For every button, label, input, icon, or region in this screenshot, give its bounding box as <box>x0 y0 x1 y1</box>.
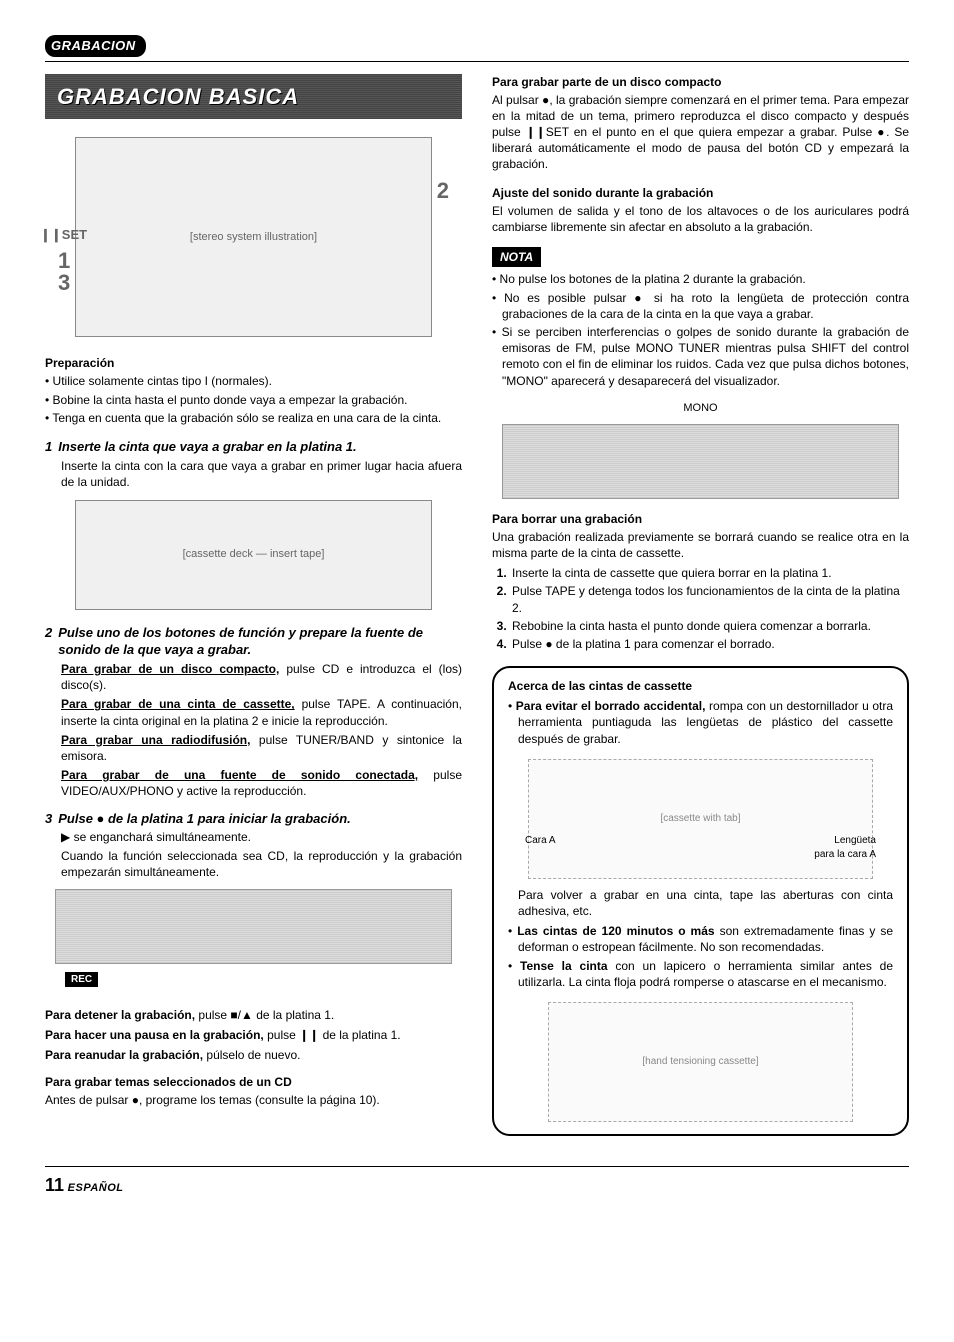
lcd-mono-diagram <box>502 424 899 499</box>
tension-tape-diagram: [hand tensioning cassette] <box>548 1002 853 1122</box>
prep-heading: Preparación <box>45 355 462 371</box>
step-title: Inserte la cinta que vaya a grabar en la… <box>58 438 356 456</box>
cd-sel-body: Antes de pulsar ●, programe los temas (c… <box>45 1092 462 1108</box>
borrar-section: Para borrar una grabación Una grabación … <box>492 511 909 653</box>
step-2-line: Para grabar de una fuente de sonido cone… <box>61 767 462 799</box>
step-2-line: Para grabar de un disco compacto, pulse … <box>61 661 462 693</box>
prep-item: Utilice solamente cintas tipo I (normale… <box>45 373 462 389</box>
diagram-placeholder: [stereo system illustration] <box>190 230 317 245</box>
prep-item: Tenga en cuenta que la grabación sólo se… <box>45 410 462 426</box>
preparation-section: Preparación Utilice solamente cintas tip… <box>45 355 462 426</box>
borrar-steps: Inserte la cinta de cassette que quiera … <box>492 565 909 652</box>
step-2-body: Para grabar de un disco compacto, pulse … <box>45 661 462 800</box>
borrar-step: Pulse TAPE y detenga todos los funcionam… <box>510 583 909 615</box>
step-2-line: Para grabar una radiodifusión, pulse TUN… <box>61 732 462 764</box>
box-item: Tense la cinta con un lapicero o herrami… <box>508 958 893 990</box>
nota-tag: NOTA <box>492 247 541 267</box>
callout-2: 2 <box>437 176 449 206</box>
borrar-step: Rebobine la cinta hasta el punto donde q… <box>510 618 909 634</box>
nota-item: No pulse los botones de la platina 2 dur… <box>492 271 909 287</box>
borrar-intro: Una grabación realizada previamente se b… <box>492 529 909 561</box>
nota-item: Si se perciben interferencias o golpes d… <box>492 324 909 389</box>
part-cd-body: Al pulsar ●, la grabación siempre comenz… <box>492 92 909 173</box>
box-item: Las cintas de 120 minutos o más son extr… <box>508 923 893 955</box>
box-list-bottom: Las cintas de 120 minutos o más son extr… <box>508 923 893 990</box>
ajuste-body: El volumen de salida y el tono de los al… <box>492 203 909 235</box>
nota-item: No es posible pulsar ● si ha roto la len… <box>492 290 909 322</box>
title-text: GRABACION BASICA <box>57 84 299 109</box>
page-number: 11 <box>45 1175 64 1195</box>
cassette-label-left: Cara A <box>525 834 556 848</box>
prep-item: Bobine la cinta hasta el punto donde vay… <box>45 392 462 408</box>
cd-selection-section: Para grabar temas seleccionados de un CD… <box>45 1074 462 1108</box>
control-note-line: Para hacer una pausa en la grabación, pu… <box>45 1027 462 1043</box>
title-banner: GRABACION BASICA <box>45 74 462 120</box>
lcd-display-diagram <box>55 889 452 964</box>
language-label: ESPAÑOL <box>68 1182 124 1194</box>
step-title: Pulse ● de la platina 1 para iniciar la … <box>58 810 351 828</box>
left-column: GRABACION BASICA [stereo system illustra… <box>45 74 462 1136</box>
borrar-step: Pulse ● de la platina 1 para comenzar el… <box>510 636 909 652</box>
cassette-tab-diagram: Cara A Lengüeta para la cara A [cassette… <box>528 759 873 879</box>
diagram-placeholder: [hand tensioning cassette] <box>642 1055 758 1069</box>
page-footer: 11 ESPAÑOL <box>45 1166 909 1197</box>
borrar-step: Inserte la cinta de cassette que quiera … <box>510 565 909 581</box>
box-list-top: Para evitar el borrado accidental, rompa… <box>508 698 893 747</box>
step-body-text: Cuando la función seleccionada sea CD, l… <box>61 848 462 880</box>
box-heading: Acerca de las cintas de cassette <box>508 678 893 694</box>
diagram-placeholder: [cassette with tab] <box>660 812 740 826</box>
step-number: 1 <box>45 438 52 456</box>
callout-set: ❙❙SET <box>40 226 87 244</box>
callout-3: 3 <box>58 268 70 298</box>
control-note-line: Para detener la grabación, pulse ■/▲ de … <box>45 1007 462 1023</box>
cassette-label-right2: para la cara A <box>814 848 876 862</box>
ajuste-section: Ajuste del sonido durante la grabación E… <box>492 185 909 236</box>
borrar-heading: Para borrar una grabación <box>492 511 909 527</box>
step-number: 3 <box>45 810 52 828</box>
deck-insert-diagram: [cassette deck — insert tape] <box>75 500 432 610</box>
box-item: Para evitar el borrado accidental, rompa… <box>508 698 893 747</box>
cassette-info-box: Acerca de las cintas de cassette Para ev… <box>492 666 909 1136</box>
step-number: 2 <box>45 624 52 659</box>
step-2-line: Para grabar de una cinta de cassette, pu… <box>61 696 462 728</box>
part-cd-section: Para grabar parte de un disco compacto A… <box>492 74 909 173</box>
step-3: 3 Pulse ● de la platina 1 para iniciar l… <box>45 810 462 998</box>
control-note-line: Para reanudar la grabación, púlselo de n… <box>45 1047 462 1063</box>
rec-indicator: REC <box>65 972 98 988</box>
cassette-label-right: Lengüeta <box>834 834 876 848</box>
stereo-diagram: [stereo system illustration] ❙❙SET 1 2 3 <box>75 137 432 337</box>
step-2: 2 Pulse uno de los botones de función y … <box>45 624 462 800</box>
cd-sel-heading: Para grabar temas seleccionados de un CD <box>45 1074 462 1090</box>
ajuste-heading: Ajuste del sonido durante la grabación <box>492 185 909 201</box>
section-tag: GRABACION <box>45 35 146 57</box>
step-1: 1 Inserte la cinta que vaya a grabar en … <box>45 438 462 610</box>
right-column: Para grabar parte de un disco compacto A… <box>492 74 909 1136</box>
part-cd-heading: Para grabar parte de un disco compacto <box>492 74 909 90</box>
playback-control-notes: Para detener la grabación, pulse ■/▲ de … <box>45 1007 462 1064</box>
step-title: Pulse uno de los botones de función y pr… <box>58 624 462 659</box>
mono-label: MONO <box>492 401 909 416</box>
prep-list: Utilice solamente cintas tipo I (normale… <box>45 373 462 426</box>
step-body-text: Inserte la cinta con la cara que vaya a … <box>61 458 462 490</box>
box-mid-text: Para volver a grabar en una cinta, tape … <box>508 887 893 919</box>
two-column-layout: GRABACION BASICA [stereo system illustra… <box>45 74 909 1136</box>
nota-list: No pulse los botones de la platina 2 dur… <box>492 271 909 388</box>
nota-section: NOTA No pulse los botones de la platina … <box>492 247 909 498</box>
top-rule <box>45 61 909 62</box>
diagram-placeholder: [cassette deck — insert tape] <box>183 547 325 562</box>
step-body-text: ▶ se enganchará simultáneamente. <box>61 829 462 845</box>
